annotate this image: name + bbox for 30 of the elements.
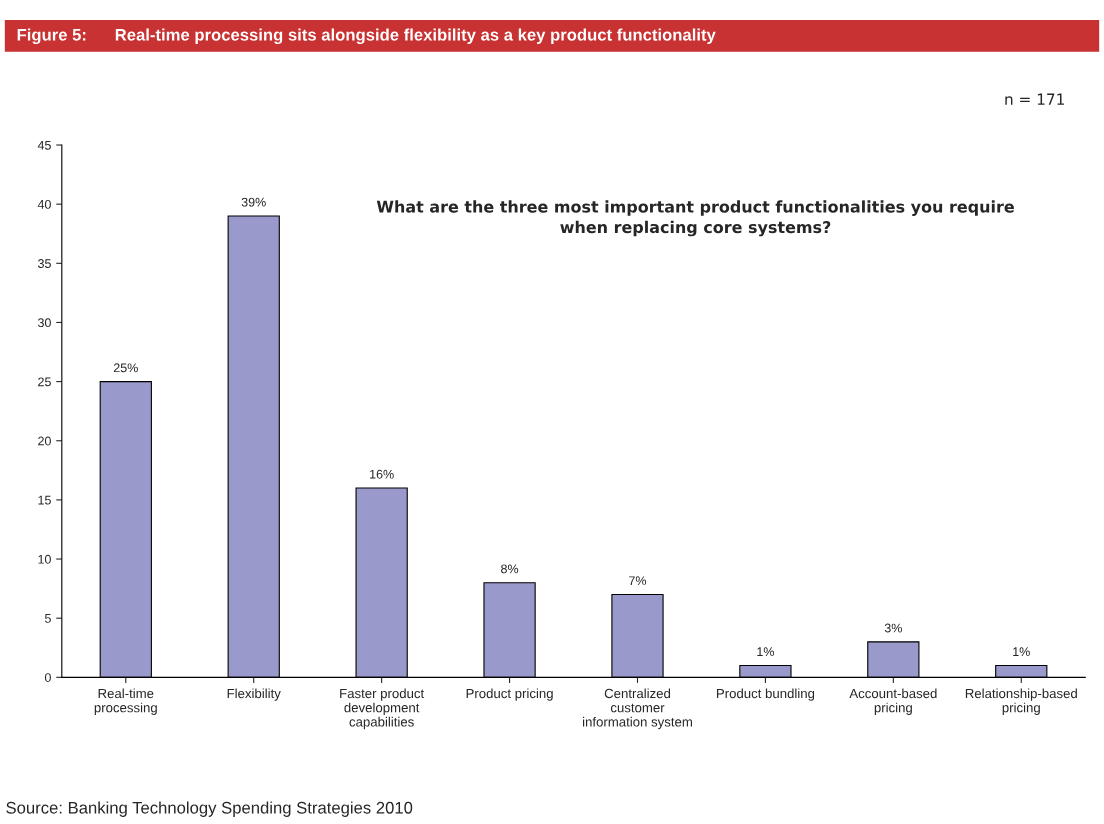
data-label: 1% [1013,647,1030,657]
x-tick-label: Product bundling [716,688,815,701]
annotation: What are the three most important product functionalities you require when replacing core systems? [376,200,1014,237]
data-label: 8% [501,564,519,574]
source-note: Source: Banking Technology Spending Strategies 2010 [6,801,413,817]
y-tick-label: 20 [38,436,51,446]
x-tick-label: Account-based pricing [849,688,937,715]
y-tick-label: 0 [44,673,51,682]
y-tick-label: 25 [38,377,51,387]
text: n = 171 [1005,93,1064,105]
x-tick-label: Centralized customer information system [583,688,692,730]
x-tick-label: Relationship-based pricing [965,688,1077,715]
data-label: 1% [757,647,775,657]
y-tick-label: 10 [38,554,51,564]
chart-title: Figure 5: Real-time processing sits alongside flexibility as a key product functionality [17,28,716,45]
x-tick-label: Real-time processing [94,688,157,715]
x-tick-label: Product pricing [466,688,553,701]
y-tick-label: 40 [37,199,51,209]
y-tick-label: 15 [38,495,51,505]
y-tick-label: 30 [37,318,51,328]
y-tick-label: 35 [37,259,51,268]
y-tick-label: 45 [37,140,51,150]
data-label: 16% [370,469,394,479]
x-tick-label: Flexibility [227,688,281,701]
data-label: 7% [629,576,647,586]
data-label: 25% [113,363,138,373]
data-label: 3% [884,623,902,633]
y-tick-label: 5 [44,614,51,623]
data-label: 39% [241,197,266,207]
x-tick-label: Faster product development capabilities [340,688,425,730]
